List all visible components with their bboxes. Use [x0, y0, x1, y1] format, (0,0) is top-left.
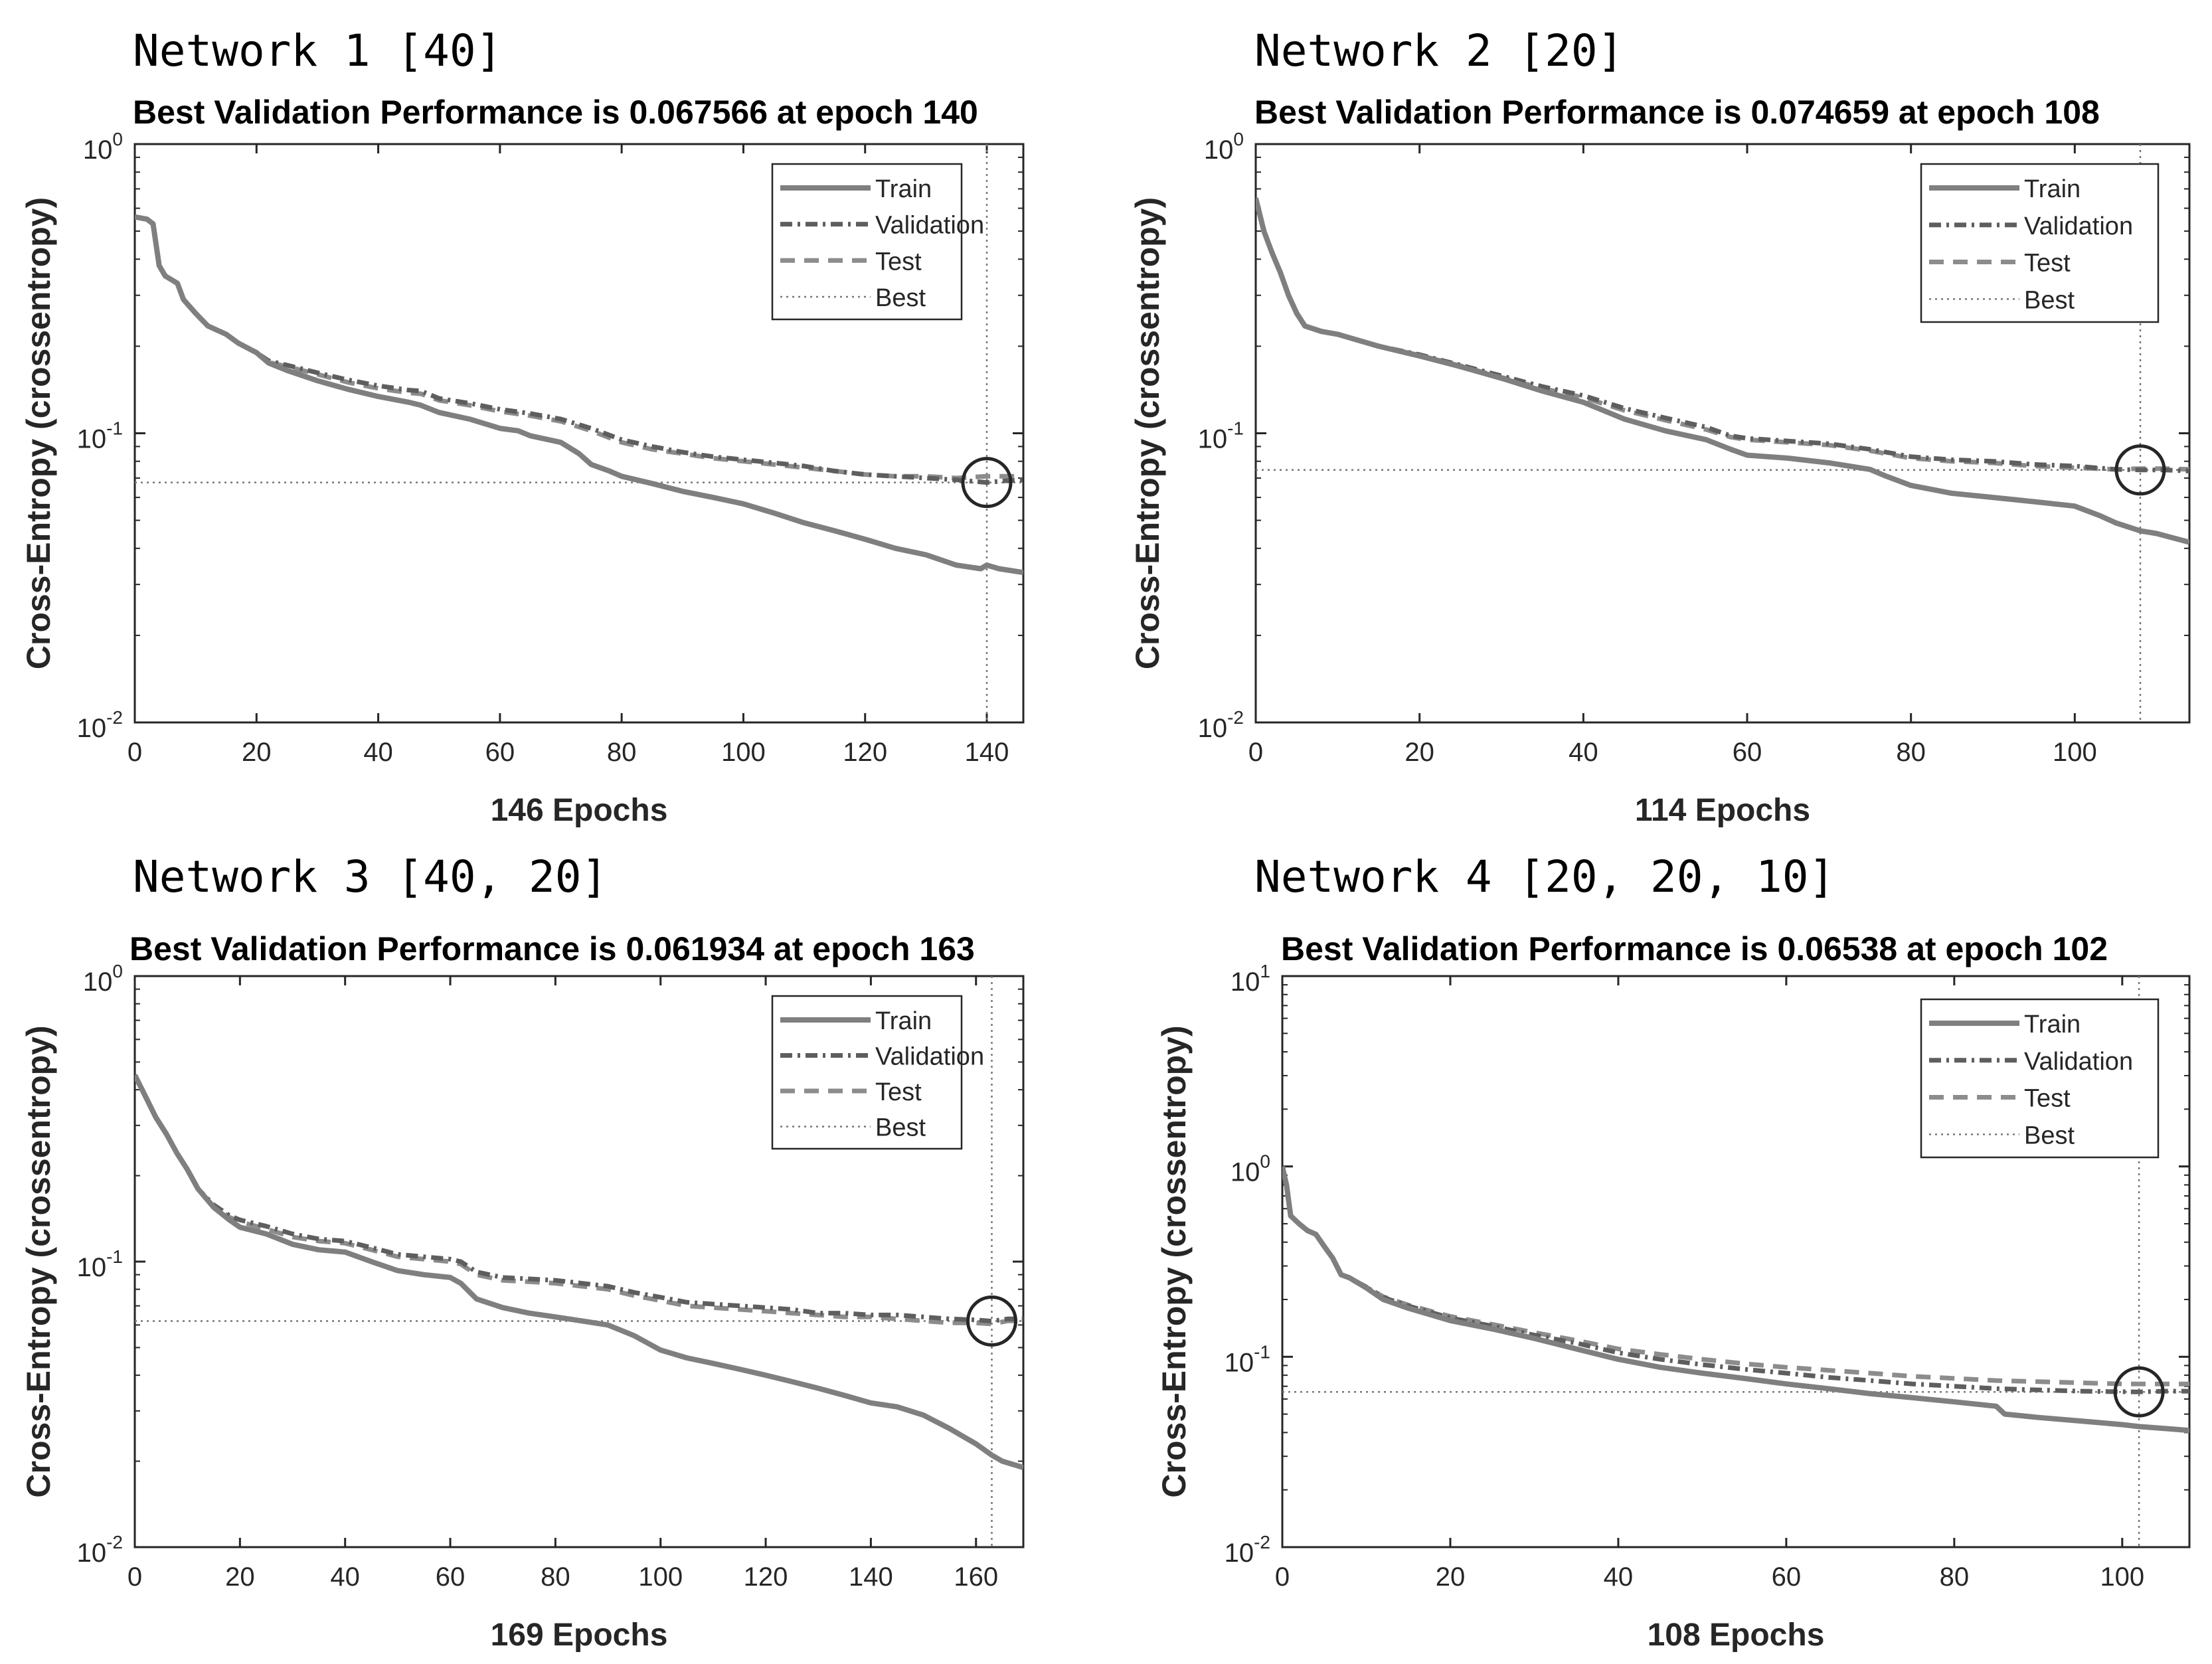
legend-label-validation: Validation [875, 212, 984, 240]
x-tick-label: 100 [2053, 738, 2097, 767]
series-train-line [1282, 1165, 2189, 1434]
y-axis-label: Cross-Entropy (crossentropy) [1129, 197, 1166, 669]
series-train-line [1256, 197, 2189, 545]
y-tick-label: 100 [83, 961, 123, 997]
x-tick-label: 40 [1604, 1562, 1634, 1592]
x-tick-label: 0 [1275, 1562, 1290, 1592]
x-axis-label: 146 Epochs [491, 793, 668, 828]
best-marker-circle [2113, 1366, 2165, 1418]
x-tick-label: 20 [1404, 738, 1434, 767]
legend-label-test: Test [875, 248, 922, 276]
y-tick-label: 10-2 [1225, 1532, 1270, 1568]
y-axis-label: Cross-Entropy (crossentropy) [20, 197, 57, 669]
x-tick-label: 80 [1896, 738, 1926, 767]
x-axis-label: 169 Epochs [491, 1618, 668, 1653]
legend-label-validation: Validation [875, 1043, 984, 1071]
network-1-best-title: Best Validation Performance is 0.067566 … [133, 94, 978, 131]
x-tick-label: 160 [954, 1562, 998, 1592]
y-tick-label: 10-2 [77, 707, 123, 743]
x-tick-label: 60 [485, 738, 515, 767]
y-tick-label: 10-1 [1225, 1341, 1270, 1377]
y-tick-label: 10-1 [77, 1246, 123, 1282]
y-tick-label: 10-1 [1198, 418, 1244, 454]
network-3-heading: Network 3 [40, 20] [133, 851, 608, 902]
legend-label-train: Train [2024, 1011, 2081, 1039]
legend-label-best: Best [875, 284, 926, 312]
network-4-best-title: Best Validation Performance is 0.06538 a… [1281, 930, 2108, 967]
y-tick-label: 10-2 [77, 1532, 123, 1568]
x-tick-label: 40 [1569, 738, 1598, 767]
legend-label-train: Train [2024, 175, 2081, 203]
series-train-line [135, 214, 1023, 576]
legend-label-train: Train [875, 1007, 932, 1035]
x-tick-label: 40 [330, 1562, 360, 1592]
legend-label-test: Test [2024, 250, 2071, 278]
x-axis-label: 108 Epochs [1648, 1618, 1825, 1653]
network-1-heading: Network 1 [40] [133, 25, 503, 76]
legend-label-test: Test [875, 1078, 922, 1106]
best-marker-circle [966, 1295, 1017, 1347]
legend-label-train: Train [875, 175, 932, 203]
network-4-heading: Network 4 [20, 20, 10] [1254, 851, 1835, 902]
legend-label-test: Test [2024, 1085, 2071, 1113]
x-tick-label: 120 [744, 1562, 788, 1592]
x-tick-label: 0 [128, 1562, 142, 1592]
legend-label-validation: Validation [2024, 1048, 2133, 1076]
x-tick-label: 20 [1436, 1562, 1466, 1592]
x-tick-label: 20 [225, 1562, 255, 1592]
x-tick-label: 100 [638, 1562, 683, 1592]
x-tick-label: 100 [2100, 1562, 2144, 1592]
legend-label-best: Best [2024, 1122, 2075, 1149]
network-2-heading: Network 2 [20] [1254, 25, 1624, 76]
series-train-line [135, 1074, 1023, 1470]
plot-area [1281, 975, 2191, 1548]
series-validation-line [1256, 197, 2189, 473]
x-tick-label: 140 [849, 1562, 893, 1592]
network-2-best-title: Best Validation Performance is 0.074659 … [1254, 94, 2100, 131]
best-marker-circle [961, 457, 1013, 509]
x-tick-label: 0 [1248, 738, 1263, 767]
x-tick-label: 40 [363, 738, 393, 767]
series-test-line [1282, 1165, 2189, 1386]
series-validation-line [1282, 1165, 2189, 1394]
y-axis-label: Cross-Entropy (crossentropy) [1155, 1025, 1193, 1497]
network-3-best-title: Best Validation Performance is 0.061934 … [129, 930, 975, 967]
y-tick-label: 100 [1204, 129, 1244, 165]
y-tick-label: 101 [1231, 961, 1270, 997]
x-tick-label: 20 [242, 738, 272, 767]
x-tick-label: 0 [128, 738, 142, 767]
x-tick-label: 80 [541, 1562, 570, 1592]
x-tick-label: 140 [965, 738, 1009, 767]
x-axis-label: 114 Epochs [1635, 793, 1810, 828]
y-tick-label: 10-1 [77, 418, 123, 454]
x-tick-label: 100 [721, 738, 766, 767]
x-tick-label: 60 [1733, 738, 1762, 767]
x-tick-label: 60 [1772, 1562, 1802, 1592]
legend-label-best: Best [2024, 286, 2075, 314]
x-tick-label: 60 [436, 1562, 466, 1592]
best-marker-circle [2114, 444, 2166, 496]
y-axis-label: Cross-Entropy (crossentropy) [20, 1025, 57, 1497]
y-tick-label: 100 [1231, 1151, 1270, 1187]
legend-label-validation: Validation [2024, 212, 2133, 240]
y-tick-label: 100 [83, 129, 123, 165]
y-tick-label: 10-2 [1198, 707, 1244, 743]
x-tick-label: 80 [607, 738, 637, 767]
x-tick-label: 80 [1940, 1562, 1970, 1592]
x-tick-label: 120 [843, 738, 887, 767]
legend-label-best: Best [875, 1114, 926, 1142]
